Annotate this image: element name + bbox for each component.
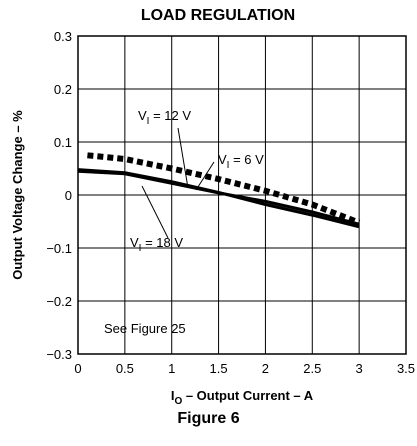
x-tick-label: 2 [262, 361, 269, 376]
annotation-vi-12: VI = 12 V [138, 108, 191, 127]
y-tick-label: 0.1 [54, 135, 72, 150]
y-tick-label: −0.1 [46, 241, 72, 256]
series-line-0 [87, 152, 361, 226]
y-tick-label: −0.3 [46, 347, 72, 362]
annotation-see-figure: See Figure 25 [104, 321, 186, 336]
chart-title: LOAD REGULATION [141, 7, 295, 24]
y-tick-label: −0.2 [46, 294, 72, 309]
annotation-vi-18: VI = 18 V [130, 235, 183, 254]
leader-v6 [195, 161, 215, 191]
x-tick-label: 1 [168, 361, 175, 376]
x-axis-label: IO – Output Current – A [171, 388, 314, 405]
load-regulation-chart: LOAD REGULATION 0 0.5 1 1.5 2 2.5 3 3.5 0.3 0.2 0.… [10, 7, 415, 405]
x-tick-label: 2.5 [303, 361, 321, 376]
y-tick-label: 0 [65, 188, 72, 203]
series-line-2 [77, 168, 360, 229]
y-axis-label: Output Voltage Change – % [10, 110, 25, 280]
x-tick-label: 3 [356, 361, 363, 376]
chart-grid [78, 36, 406, 354]
tick-labels: 0 0.5 1 1.5 2 2.5 3 3.5 0.3 0.2 0.1 0 −0.1 −0.2 −0.3 [46, 29, 415, 376]
x-tick-label: 3.5 [397, 361, 415, 376]
series-layer [77, 152, 361, 229]
x-tick-label: 0.5 [116, 361, 134, 376]
leader-v18 [141, 185, 169, 239]
y-tick-label: 0.3 [54, 29, 72, 44]
figure-caption: Figure 6 [177, 410, 240, 427]
annotation-leaders [141, 127, 215, 239]
plot-frame [77, 35, 407, 355]
annotation-vi-6: VI = 6 V [218, 152, 264, 171]
x-tick-label: 0 [74, 361, 81, 376]
y-tick-label: 0.2 [54, 82, 72, 97]
leader-v12 [177, 127, 189, 189]
x-tick-label: 1.5 [210, 361, 228, 376]
